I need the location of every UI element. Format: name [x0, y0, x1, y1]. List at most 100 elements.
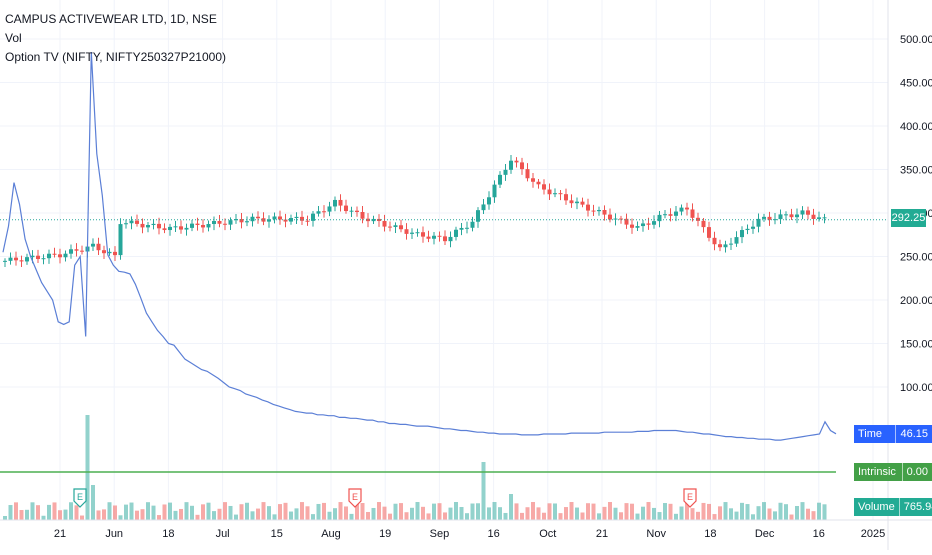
volume-bar: [124, 504, 128, 520]
volume-bar: [404, 512, 409, 520]
candle-body: [613, 218, 618, 220]
current-price-tag: 292.25: [891, 209, 926, 227]
volume-bar: [41, 515, 46, 520]
volume-bar: [817, 502, 821, 520]
x-tick-label: 15: [271, 528, 283, 540]
candle-body: [63, 253, 68, 258]
candle-body: [382, 221, 387, 227]
candle-body: [811, 214, 816, 219]
candle-body: [547, 189, 552, 195]
volume-bar: [558, 513, 563, 520]
candle-body: [641, 223, 645, 227]
volume-bar: [151, 505, 156, 520]
volume-bar: [773, 511, 777, 520]
candle-body: [635, 226, 640, 228]
volume-bar: [690, 508, 695, 520]
volume-bar: [492, 502, 497, 520]
volume-bar: [272, 514, 277, 520]
volume-bar: [157, 515, 161, 520]
x-tick-label: Aug: [321, 528, 341, 540]
volume-bar: [349, 513, 354, 520]
volume-bar: [113, 505, 117, 520]
volume-bar: [701, 502, 706, 520]
x-tick-label: 21: [596, 528, 608, 540]
candle-body: [113, 251, 117, 256]
candle-body: [602, 209, 607, 215]
candle-body: [784, 214, 788, 216]
candle-body: [531, 178, 535, 182]
volume-bar: [575, 507, 579, 520]
volume-bar: [223, 502, 227, 520]
y-tick-label: 350.00: [900, 165, 932, 177]
volume-bar: [564, 507, 568, 520]
x-tick-label: Sep: [430, 528, 450, 540]
candle-body: [795, 214, 799, 218]
candle-body: [135, 220, 139, 224]
intrinsic-value-tag: Intrinsic Value 0.00: [854, 463, 932, 496]
volume-bar: [822, 504, 827, 520]
volume-bar: [410, 507, 414, 520]
volume-bar: [635, 513, 640, 520]
volume-bar: [718, 506, 722, 520]
candle-body: [591, 210, 596, 212]
legend-volume[interactable]: Vol: [5, 31, 22, 45]
candle-body: [564, 194, 568, 201]
volume-bar: [278, 504, 282, 520]
candle-body: [778, 214, 783, 220]
volume-bar: [179, 508, 183, 520]
volume-bar: [498, 507, 502, 520]
candle-body: [679, 207, 684, 212]
volume-bar: [476, 503, 480, 520]
candle-body: [14, 257, 18, 261]
x-tick-label: 19: [379, 528, 391, 540]
time-value-line: [2, 51, 837, 441]
y-tick-label: 250.00: [900, 252, 932, 264]
volume-bar: [399, 503, 403, 520]
volume-bar: [547, 503, 552, 520]
intrinsic-value-label: Intrinsic Value: [858, 466, 896, 496]
volume-bar: [245, 502, 249, 520]
volume-bar: [393, 503, 398, 520]
earnings-marker-label: E: [77, 492, 83, 502]
volume-bar: [613, 507, 618, 520]
volume-bar: [212, 511, 216, 520]
candle-body: [305, 220, 310, 222]
candle-body: [388, 226, 392, 228]
volume-bar: [663, 503, 667, 520]
volume-bar: [371, 507, 376, 520]
candle-body: [712, 237, 717, 245]
volume-bar: [69, 502, 73, 520]
volume-bar: [569, 502, 574, 520]
legend-symbol[interactable]: CAMPUS ACTIVEWEAR LTD, 1D, NSE: [5, 12, 217, 26]
candle-body: [492, 184, 497, 198]
candle-body: [762, 216, 766, 219]
candle-body: [322, 211, 326, 213]
earnings-marker-shape: [348, 488, 362, 508]
candle-body: [558, 193, 563, 195]
volume-bar: [767, 508, 772, 520]
candle-body: [228, 220, 233, 225]
volume-bar: [811, 511, 816, 520]
candle-body: [520, 162, 524, 170]
candle-body: [355, 210, 359, 213]
legend-indicator[interactable]: Option TV (NIFTY, NIFTY250327P21000): [5, 50, 226, 64]
volume-bar: [795, 506, 799, 520]
candle-body: [586, 204, 590, 211]
volume-bar: [58, 510, 62, 520]
candle-body: [217, 220, 222, 224]
y-tick-label: 150.00: [900, 339, 932, 351]
volume-bar: [421, 506, 425, 520]
volume-bar: [327, 511, 332, 520]
candle-body: [569, 200, 574, 204]
candle-body: [25, 257, 29, 262]
candle-body: [173, 226, 178, 228]
candle-body: [311, 213, 315, 221]
candle-body: [701, 220, 706, 228]
candle-body: [234, 219, 238, 221]
candle-body: [745, 228, 750, 231]
volume-bar: [745, 504, 750, 520]
candle-body: [272, 216, 277, 220]
candle-body: [184, 227, 189, 230]
volume-bar: [74, 505, 79, 520]
volume-bar: [129, 502, 134, 520]
